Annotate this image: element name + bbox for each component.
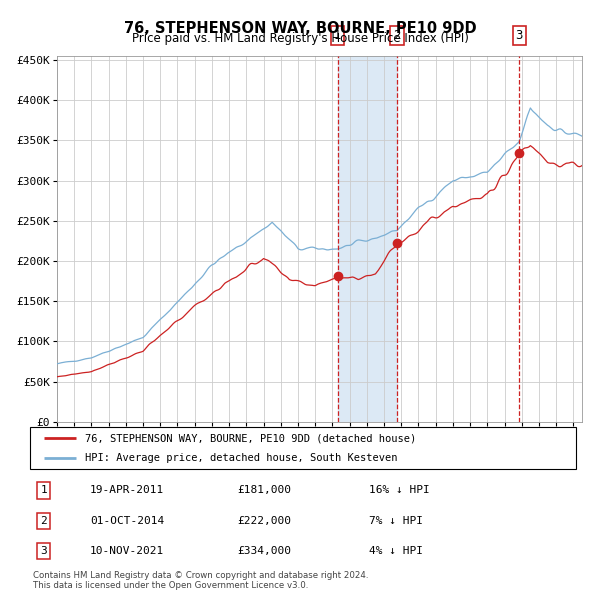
- Text: 76, STEPHENSON WAY, BOURNE, PE10 9DD (detached house): 76, STEPHENSON WAY, BOURNE, PE10 9DD (de…: [85, 434, 416, 444]
- Text: 16% ↓ HPI: 16% ↓ HPI: [368, 486, 429, 496]
- Text: 1: 1: [334, 30, 341, 42]
- Text: Price paid vs. HM Land Registry's House Price Index (HPI): Price paid vs. HM Land Registry's House …: [131, 32, 469, 45]
- Text: 3: 3: [515, 30, 523, 42]
- Text: 7% ↓ HPI: 7% ↓ HPI: [368, 516, 422, 526]
- Text: 4% ↓ HPI: 4% ↓ HPI: [368, 546, 422, 556]
- Text: 2: 2: [40, 516, 47, 526]
- Text: 19-APR-2011: 19-APR-2011: [90, 486, 164, 496]
- Text: 01-OCT-2014: 01-OCT-2014: [90, 516, 164, 526]
- Text: £181,000: £181,000: [238, 486, 292, 496]
- FancyBboxPatch shape: [30, 427, 576, 469]
- Text: £334,000: £334,000: [238, 546, 292, 556]
- Text: 76, STEPHENSON WAY, BOURNE, PE10 9DD: 76, STEPHENSON WAY, BOURNE, PE10 9DD: [124, 21, 476, 35]
- Text: Contains HM Land Registry data © Crown copyright and database right 2024.
This d: Contains HM Land Registry data © Crown c…: [33, 571, 368, 590]
- Text: 1: 1: [40, 486, 47, 496]
- Text: 10-NOV-2021: 10-NOV-2021: [90, 546, 164, 556]
- Text: £222,000: £222,000: [238, 516, 292, 526]
- Text: 2: 2: [393, 30, 401, 42]
- Bar: [338, 56, 397, 422]
- Text: 3: 3: [40, 546, 47, 556]
- Text: HPI: Average price, detached house, South Kesteven: HPI: Average price, detached house, Sout…: [85, 453, 397, 463]
